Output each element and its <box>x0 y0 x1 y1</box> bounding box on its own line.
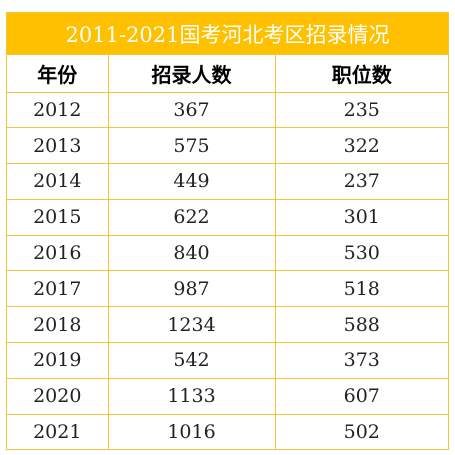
table-row: 2015 622 301 <box>7 198 448 236</box>
table-row: 2021 1016 502 <box>7 413 448 450</box>
recruitment-table: 年份 招录人数 职位数 2012 367 235 2013 575 322 20… <box>7 55 448 450</box>
cell-year: 2014 <box>7 163 109 200</box>
cell-year: 2017 <box>7 270 109 308</box>
table-row: 2016 840 530 <box>7 234 448 272</box>
cell-year: 2021 <box>7 413 109 450</box>
cell-year: 2015 <box>7 198 109 236</box>
table-row: 2013 575 322 <box>7 127 448 165</box>
cell-positions: 373 <box>274 342 448 379</box>
cell-recruits: 1234 <box>107 306 276 344</box>
cell-positions: 588 <box>274 306 448 344</box>
cell-recruits: 449 <box>107 163 276 200</box>
cell-positions: 235 <box>274 91 448 129</box>
header-recruits: 招录人数 <box>107 55 276 93</box>
cell-positions: 502 <box>274 413 448 450</box>
cell-positions: 607 <box>274 377 448 415</box>
table-row: 2017 987 518 <box>7 270 448 308</box>
cell-recruits: 622 <box>107 198 276 236</box>
table-row: 2018 1234 588 <box>7 306 448 344</box>
header-positions: 职位数 <box>274 55 448 93</box>
cell-recruits: 367 <box>107 91 276 129</box>
cell-year: 2016 <box>7 234 109 272</box>
cell-year: 2020 <box>7 377 109 415</box>
recruitment-table-frame: 2011-2021国考河北考区招录情况 年份 招录人数 职位数 2012 367… <box>6 12 449 450</box>
cell-recruits: 1016 <box>107 413 276 450</box>
table-row: 2014 449 237 <box>7 163 448 200</box>
table-row: 2012 367 235 <box>7 91 448 129</box>
table-row: 2020 1133 607 <box>7 377 448 415</box>
header-row: 年份 招录人数 职位数 <box>7 55 448 93</box>
header-year: 年份 <box>7 55 109 93</box>
cell-year: 2018 <box>7 306 109 344</box>
cell-positions: 530 <box>274 234 448 272</box>
cell-positions: 301 <box>274 198 448 236</box>
cell-year: 2019 <box>7 342 109 379</box>
cell-positions: 237 <box>274 163 448 200</box>
cell-recruits: 987 <box>107 270 276 308</box>
cell-recruits: 1133 <box>107 377 276 415</box>
cell-positions: 518 <box>274 270 448 308</box>
table-title: 2011-2021国考河北考区招录情况 <box>7 13 448 55</box>
cell-recruits: 542 <box>107 342 276 379</box>
cell-year: 2013 <box>7 127 109 165</box>
table-row: 2019 542 373 <box>7 342 448 379</box>
cell-year: 2012 <box>7 91 109 129</box>
cell-recruits: 840 <box>107 234 276 272</box>
cell-positions: 322 <box>274 127 448 165</box>
cell-recruits: 575 <box>107 127 276 165</box>
